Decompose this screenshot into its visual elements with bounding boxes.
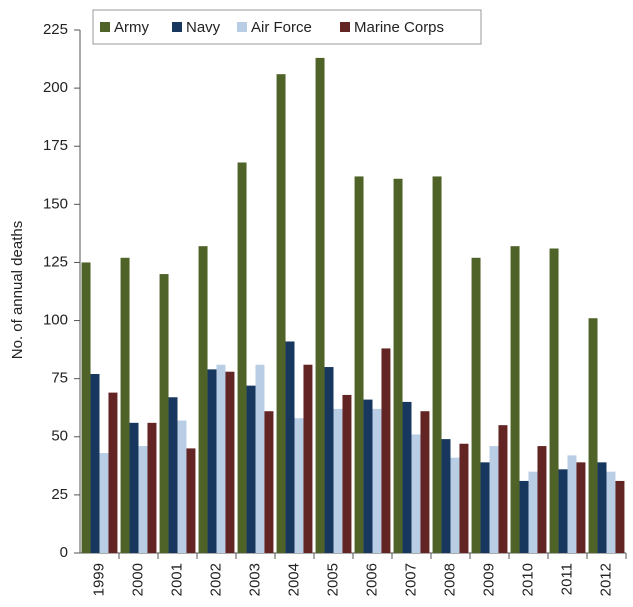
- bar: [441, 439, 451, 553]
- bar: [381, 348, 391, 553]
- y-tick-label: 150: [43, 195, 68, 212]
- x-tick-label: 2010: [519, 563, 536, 596]
- bar: [597, 462, 607, 553]
- bar: [549, 248, 559, 553]
- bar: [333, 408, 343, 553]
- bar: [606, 471, 616, 553]
- legend-box: [92, 9, 482, 45]
- bar: [420, 411, 430, 553]
- legend-label: Air Force: [251, 19, 312, 36]
- bar: [207, 369, 217, 553]
- bar: [588, 318, 598, 553]
- y-tick-label: 175: [43, 137, 68, 154]
- bar: [489, 446, 499, 553]
- legend-swatch: [172, 22, 182, 32]
- y-tick-label: 75: [51, 370, 68, 387]
- bar: [480, 462, 490, 553]
- bar: [393, 178, 403, 553]
- bar: [528, 471, 538, 553]
- bar: [402, 401, 412, 553]
- y-tick-label: 100: [43, 312, 68, 329]
- bar: [450, 457, 460, 553]
- bar: [120, 257, 130, 553]
- bar: [99, 453, 109, 553]
- bar: [198, 246, 208, 553]
- y-tick-label: 125: [43, 253, 68, 270]
- bar: [510, 246, 520, 553]
- bar: [432, 176, 442, 553]
- bar: [225, 371, 235, 553]
- bar: [354, 176, 364, 553]
- bar: [363, 399, 373, 553]
- legend-label: Navy: [186, 19, 221, 36]
- bar: [519, 480, 529, 553]
- bar: [129, 422, 139, 553]
- bar: [315, 57, 325, 553]
- y-tick-label: 50: [51, 428, 68, 445]
- x-tick-label: 2006: [363, 563, 380, 596]
- legend-swatch: [237, 22, 247, 32]
- x-tick-label: 2005: [324, 563, 341, 596]
- x-tick-label: 1999: [90, 563, 107, 596]
- bar: [285, 341, 295, 553]
- bar: [411, 434, 421, 553]
- bar: [216, 364, 226, 553]
- y-tick-label: 225: [43, 21, 68, 38]
- bar: [567, 455, 577, 553]
- x-tick-label: 2009: [480, 563, 497, 596]
- bar: [294, 418, 304, 553]
- bar: [147, 422, 157, 553]
- bar: [186, 448, 196, 553]
- bar: [138, 446, 148, 553]
- bar: [108, 392, 118, 553]
- legend-label: Marine Corps: [354, 19, 444, 36]
- bar: [159, 274, 169, 553]
- y-axis-label: No. of annual deaths: [9, 221, 26, 359]
- bar: [615, 480, 625, 553]
- bar: [177, 420, 187, 553]
- bar: [276, 74, 286, 554]
- bar: [237, 162, 247, 553]
- bar: [471, 257, 481, 553]
- y-tick-label: 200: [43, 79, 68, 96]
- legend-label: Army: [114, 19, 149, 36]
- bar: [324, 367, 334, 553]
- bar: [576, 462, 586, 553]
- bar: [459, 443, 469, 553]
- bar: [303, 364, 313, 553]
- x-tick-label: 2011: [558, 563, 575, 595]
- x-tick-label: 2012: [597, 563, 614, 596]
- bar: [81, 262, 91, 553]
- bar: [558, 469, 568, 553]
- bar: [168, 397, 178, 553]
- bar: [246, 385, 256, 553]
- x-tick-label: 2007: [402, 563, 419, 596]
- x-tick-label: 2001: [168, 563, 185, 596]
- x-tick-label: 2000: [129, 563, 146, 596]
- x-tick-label: 2003: [246, 563, 263, 596]
- y-tick-label: 0: [60, 544, 68, 561]
- bar: [342, 394, 352, 553]
- x-tick-label: 2004: [285, 563, 302, 596]
- legend-swatch: [100, 22, 110, 32]
- bar: [372, 408, 382, 553]
- bar: [537, 446, 547, 553]
- bar: [264, 411, 274, 553]
- x-tick-label: 2008: [441, 563, 458, 596]
- bar: [255, 364, 265, 553]
- y-tick-label: 25: [51, 486, 68, 503]
- x-tick-label: 2002: [207, 563, 224, 596]
- legend-swatch: [340, 22, 350, 32]
- bar: [90, 374, 100, 553]
- bar: [498, 425, 508, 553]
